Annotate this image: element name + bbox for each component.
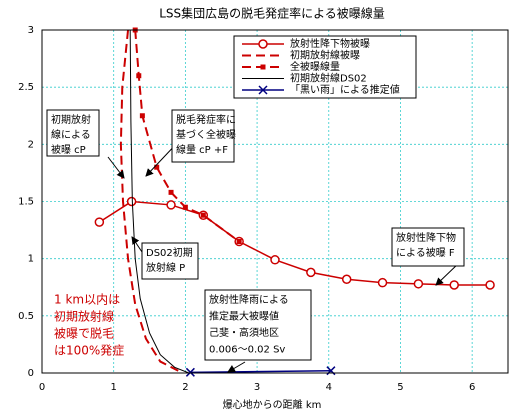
line bbox=[98, 200, 491, 286]
point bbox=[270, 255, 280, 265]
x-tick-label: 5 bbox=[397, 382, 403, 393]
legend-marker bbox=[258, 39, 268, 49]
arrow bbox=[227, 361, 246, 373]
series bbox=[119, 29, 179, 372]
annotation-text: 被曝 cP bbox=[51, 143, 86, 156]
point bbox=[449, 280, 459, 290]
line bbox=[119, 29, 179, 372]
y-tick-label: 1.5 bbox=[18, 197, 34, 208]
point bbox=[236, 239, 242, 245]
legend-marker bbox=[260, 64, 266, 70]
legend-label: 初期放射線被曝 bbox=[290, 49, 360, 62]
x-tick-label: 1 bbox=[111, 382, 117, 393]
line bbox=[190, 369, 331, 374]
legend-label: 全被曝線量 bbox=[290, 60, 340, 73]
legend-label: 「黒い雨」による推定値 bbox=[290, 83, 400, 96]
annotation-text: 脱毛発症率に bbox=[176, 113, 236, 126]
annotation-text: 放射性降下物 bbox=[396, 231, 456, 244]
point bbox=[154, 164, 160, 170]
x-tick-label: 6 bbox=[469, 382, 475, 393]
annotation-text: は100%発症 bbox=[54, 343, 124, 358]
point bbox=[200, 212, 206, 218]
point bbox=[126, 196, 137, 207]
annotation-box bbox=[391, 227, 465, 267]
point bbox=[341, 274, 352, 284]
annotation-text: 放射性降雨による bbox=[209, 293, 289, 306]
point bbox=[485, 280, 495, 290]
point bbox=[377, 277, 388, 288]
annotation-text: 放射線 P bbox=[146, 261, 185, 274]
point bbox=[166, 200, 176, 210]
point bbox=[413, 279, 424, 289]
y-tick-label: 2 bbox=[28, 139, 34, 150]
point bbox=[139, 113, 145, 119]
annotation-text: 線による bbox=[51, 128, 91, 141]
point bbox=[94, 217, 105, 227]
annotation-box bbox=[141, 242, 199, 280]
series bbox=[129, 29, 190, 374]
legend-marker bbox=[258, 85, 268, 95]
x-axis-label: 爆心地からの距離 km bbox=[223, 398, 322, 411]
y-tick-label: 3 bbox=[28, 25, 34, 36]
x-tick-label: 2 bbox=[182, 382, 188, 393]
point bbox=[182, 204, 188, 210]
y-tick-label: 1 bbox=[28, 254, 34, 265]
point bbox=[136, 73, 142, 79]
annotation-text: 基づく全被曝 bbox=[176, 128, 236, 141]
annotation-text: 0.006～0.02 Sv bbox=[209, 345, 285, 356]
legend-label: 初期放射線DS02 bbox=[290, 72, 367, 85]
arrow bbox=[107, 156, 125, 179]
annotation-text: 被曝で脱毛 bbox=[54, 326, 114, 341]
y-tick-label: 2.5 bbox=[18, 82, 34, 93]
annotation-box bbox=[171, 109, 235, 163]
x-tick-label: 4 bbox=[326, 382, 332, 393]
y-tick-label: 0.5 bbox=[18, 311, 34, 322]
annotation-text: による被曝 F bbox=[396, 246, 455, 259]
annotation-text: 線量 cP +F bbox=[176, 143, 228, 156]
annotation-text: 初期放射 bbox=[51, 113, 91, 126]
annotation-box bbox=[46, 109, 100, 157]
arrow bbox=[131, 236, 143, 253]
point bbox=[306, 267, 316, 278]
chart-title: LSS集団広島の脱毛発症率による被曝線量 bbox=[159, 6, 385, 21]
y-tick-label: 0 bbox=[28, 368, 34, 379]
annotation-text: 1 km以内は bbox=[54, 293, 120, 307]
annotation-text: 推定最大被曝値 bbox=[209, 310, 279, 323]
annotation-text: DS02初期 bbox=[146, 246, 193, 259]
annotation-text: 己斐・高須地区 bbox=[209, 326, 279, 339]
annotation-text: 初期放射線 bbox=[54, 309, 114, 324]
legend-label: 放射性降下物被曝 bbox=[290, 37, 370, 50]
plot-area bbox=[94, 27, 495, 377]
x-tick-label: 3 bbox=[254, 382, 260, 393]
x-tick-label: 0 bbox=[39, 382, 45, 393]
point bbox=[185, 367, 195, 377]
point bbox=[168, 189, 174, 195]
plot-border bbox=[41, 29, 509, 374]
annotation-box bbox=[204, 289, 312, 361]
line bbox=[129, 29, 190, 374]
